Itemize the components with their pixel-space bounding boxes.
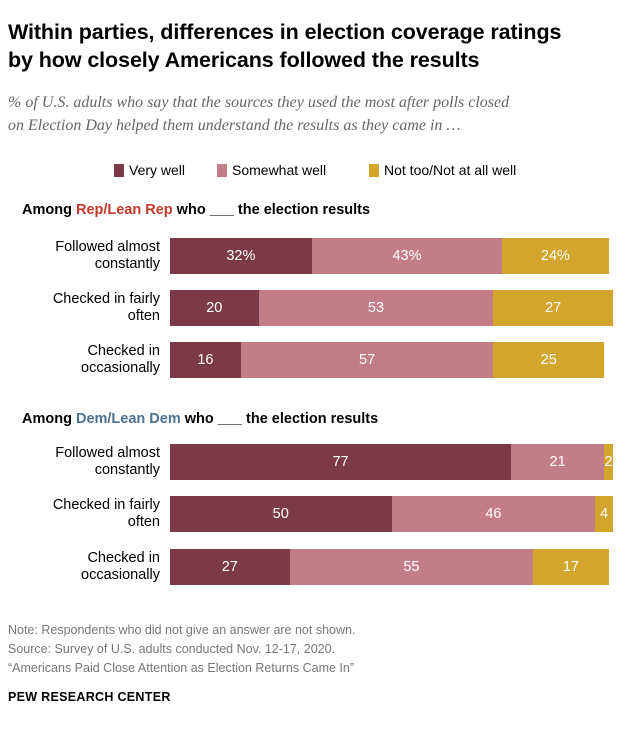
category-label-dem-1: Followed almost constantly: [0, 445, 160, 479]
legend-label-not-too-well: Not too/Not at all well: [384, 162, 517, 178]
group-title-dem-prefix: Among: [22, 411, 76, 427]
category-label-line: Followed almost: [55, 445, 160, 461]
category-label-line: Checked in fairly: [52, 291, 160, 307]
data-label: 53: [367, 300, 385, 316]
bar-rep-3-not-too-well: 25: [493, 342, 605, 378]
data-label: 43%: [392, 248, 422, 264]
organization-name: PEW RESEARCH CENTER: [8, 690, 171, 704]
legend-item-somewhat-well: Somewhat well: [217, 162, 326, 178]
bar-rep-2-very-well: 20: [170, 290, 259, 326]
data-label: 46: [485, 506, 502, 522]
group-title-rep-prefix: Among: [22, 202, 76, 218]
data-label: 50: [272, 506, 289, 522]
data-label: 27: [221, 559, 238, 575]
title-line-1: Within parties, differences in election …: [8, 20, 562, 44]
report-title-line: “Americans Paid Close Attention as Elect…: [8, 661, 354, 675]
category-label-rep-2: Checked in fairly often: [0, 291, 160, 325]
bar-dem-1-very-well: 77: [170, 444, 512, 480]
legend: Very well Somewhat well Not too/Not at a…: [0, 162, 640, 182]
data-label: 16: [197, 352, 214, 368]
legend-swatch-very-well: [114, 163, 124, 177]
legend-label-somewhat-well: Somewhat well: [232, 162, 327, 178]
note-line: Note: Respondents who did not give an an…: [8, 623, 356, 637]
bar-dem-2-very-well: 50: [170, 496, 392, 532]
legend-label-very-well: Very well: [129, 162, 186, 178]
category-label-line: Checked in: [87, 343, 160, 359]
data-label: 21: [549, 454, 566, 470]
data-label: 17: [562, 559, 579, 575]
title-line-2: by how closely Americans followed the re…: [8, 48, 480, 72]
data-label: 57: [359, 352, 376, 368]
bar-rep-3-very-well: 16: [170, 342, 241, 378]
subtitle-line-2: on Election Day helped them understand t…: [8, 117, 461, 134]
data-label: 77: [332, 454, 349, 470]
chart-subtitle: % of U.S. adults who say that the source…: [8, 91, 633, 137]
source-line: Source: Survey of U.S. adults conducted …: [8, 642, 336, 656]
group-title-dem-suffix: who ___ the election results: [180, 411, 379, 427]
group-title-rep-party: Rep/Lean Rep: [75, 202, 173, 218]
category-label-line: occasionally: [81, 360, 160, 376]
group-title-dem-party: Dem/Lean Dem: [75, 411, 181, 427]
bar-rep-1-somewhat-well: 43%: [311, 238, 503, 274]
group-title-rep-suffix: who ___ the election results: [172, 202, 371, 218]
category-label-rep-1: Followed almost constantly: [0, 239, 160, 273]
data-label: 20: [206, 300, 223, 316]
group-title-dem: Among Dem/Lean Dem who ___ the election …: [22, 411, 378, 427]
bar-rep-1-very-well: 32%: [170, 238, 312, 274]
data-label: 27: [545, 300, 562, 316]
category-label-line: constantly: [94, 462, 160, 478]
category-label-line: Checked in fairly: [52, 497, 160, 513]
bar-dem-2-somewhat-well: 46: [391, 496, 596, 532]
category-label-dem-3: Checked in occasionally: [0, 550, 160, 584]
data-label: 24%: [540, 248, 570, 264]
bar-dem-1-not-too-well: 2: [604, 444, 613, 480]
bar-dem-1-somewhat-well: 21: [511, 444, 605, 480]
legend-item-not-too-well: Not too/Not at all well: [369, 162, 516, 178]
bar-rep-2-not-too-well: 27: [493, 290, 613, 326]
bar-rep-3-somewhat-well: 57: [240, 342, 494, 378]
category-label-line: often: [127, 514, 160, 530]
legend-swatch-not-too-well: [369, 163, 379, 177]
bar-rep-2-somewhat-well: 53: [258, 290, 494, 326]
category-label-line: often: [127, 308, 160, 324]
subtitle-line-1: % of U.S. adults who say that the source…: [8, 94, 510, 111]
data-label: 55: [403, 559, 420, 575]
chart-notes: Note: Respondents who did not give an an…: [8, 621, 355, 678]
category-label-line: occasionally: [81, 567, 160, 583]
category-label-line: Checked in: [87, 550, 160, 566]
group-title-rep: Among Rep/Lean Rep who ___ the election …: [22, 202, 370, 218]
bar-rep-1-not-too-well: 24%: [502, 238, 609, 274]
category-label-rep-3: Checked in occasionally: [0, 343, 160, 377]
bar-dem-3-not-too-well: 17: [533, 549, 609, 585]
data-label: 4: [600, 506, 609, 522]
legend-item-very-well: Very well: [114, 162, 185, 178]
bar-dem-3-somewhat-well: 55: [289, 549, 534, 585]
bar-dem-2-not-too-well: 4: [595, 496, 613, 532]
bar-dem-3-very-well: 27: [170, 549, 290, 585]
data-label: 2: [604, 454, 613, 470]
category-label-dem-2: Checked in fairly often: [0, 497, 160, 531]
category-label-line: Followed almost: [55, 239, 160, 255]
data-label: 32%: [226, 248, 256, 264]
data-label: 25: [540, 352, 557, 368]
category-label-line: constantly: [94, 256, 160, 272]
legend-swatch-somewhat-well: [217, 163, 227, 177]
chart-title: Within parties, differences in election …: [8, 18, 633, 74]
